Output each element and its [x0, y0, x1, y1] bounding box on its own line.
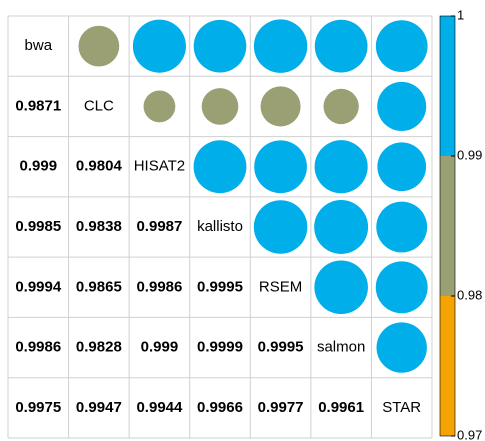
diagonal-label: salmon — [317, 339, 365, 356]
correlation-value: 0.9871 — [15, 97, 61, 114]
correlation-value: 0.9944 — [136, 399, 183, 416]
colorbar-label: 0.97 — [457, 427, 482, 441]
diagonal-label: HISAT2 — [134, 158, 185, 175]
diagonal-label: bwa — [25, 37, 53, 54]
correlation-circle — [375, 20, 428, 72]
diagonal-label: kallisto — [197, 218, 243, 235]
diagonal-label: STAR — [382, 399, 421, 416]
correlation-value: 0.999 — [20, 158, 58, 175]
correlation-circle — [377, 81, 427, 131]
correlation-circle — [376, 322, 427, 373]
correlation-value: 0.9986 — [136, 278, 182, 295]
correlation-circle — [193, 140, 247, 194]
correlation-circle — [253, 200, 308, 254]
correlation-circle — [376, 201, 428, 253]
correlation-circle — [314, 200, 369, 254]
correlation-circle — [377, 142, 427, 192]
correlation-circle — [254, 140, 307, 194]
correlation-circle — [314, 260, 368, 315]
correlation-value: 0.9804 — [76, 158, 123, 175]
colorbar-frame — [439, 15, 456, 437]
correlation-circle — [143, 90, 176, 123]
colorbar-label: 0.98 — [457, 287, 482, 302]
correlation-value: 0.9995 — [258, 339, 304, 356]
diagonal-label: RSEM — [259, 278, 302, 295]
correlation-value: 0.9828 — [76, 339, 122, 356]
correlation-value: 0.999 — [141, 339, 179, 356]
correlation-circle — [132, 19, 186, 73]
correlation-value: 0.9961 — [318, 399, 364, 416]
correlation-value: 0.9865 — [76, 278, 122, 295]
correlation-circle — [78, 25, 120, 67]
correlation-value: 0.9986 — [15, 339, 61, 356]
correlation-circle — [253, 19, 308, 73]
correlation-value: 0.9966 — [197, 399, 243, 416]
correlation-circle — [314, 19, 368, 73]
colorbar-segment — [440, 16, 455, 156]
correlation-circle — [375, 261, 428, 314]
correlation-circle — [323, 88, 359, 125]
correlation-value: 0.9995 — [197, 278, 243, 295]
colorbar-label: 1 — [457, 7, 464, 22]
correlation-value: 0.9999 — [197, 339, 243, 356]
correlation-circle — [260, 86, 301, 127]
colorbar-segment — [440, 296, 455, 436]
correlation-value: 0.9947 — [76, 399, 122, 416]
correlation-value: 0.9987 — [136, 218, 182, 235]
colorbar-segment — [440, 156, 455, 296]
correlation-value: 0.9977 — [258, 399, 304, 416]
correlation-value: 0.9975 — [15, 399, 61, 416]
correlation-circle — [193, 19, 247, 73]
correlation-circle — [314, 140, 368, 194]
colorbar-label: 0.99 — [457, 147, 482, 162]
correlation-value: 0.9838 — [76, 218, 122, 235]
correlation-value: 0.9994 — [15, 278, 62, 295]
correlation-value: 0.9985 — [15, 218, 61, 235]
diagonal-label: CLC — [84, 97, 114, 114]
correlation-circle — [201, 88, 239, 125]
